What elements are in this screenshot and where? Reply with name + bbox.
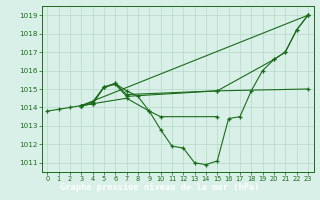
Text: Graphe pression niveau de la mer (hPa): Graphe pression niveau de la mer (hPa) xyxy=(60,182,260,192)
